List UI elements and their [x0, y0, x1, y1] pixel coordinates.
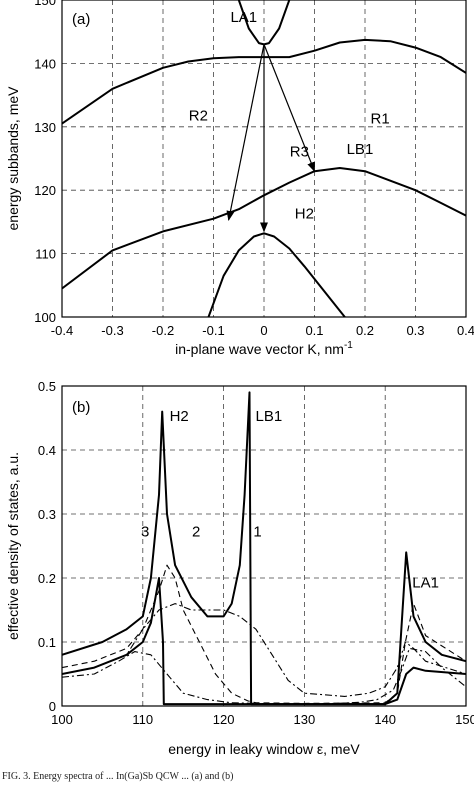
panel-a-chart: -0.4 -0.3 -0.2 -0.1 0 0.1 0.2 0.3 0.4 100 110 120 13… [5, 0, 474, 357]
x-tick-label: 110 [132, 712, 153, 727]
panel-a-x-unit-superscript: -1 [344, 340, 353, 351]
panel-a-series-group [62, 0, 466, 317]
panel-a-arrows [226, 44, 316, 233]
panel-a-frame [61, 0, 467, 318]
x-tick-label: 0.2 [356, 323, 374, 338]
annotation-label: 1 [253, 523, 261, 540]
annotation-label: H2 [170, 408, 189, 425]
panel-a-x-axis-label: in-plane wave vector K, nm-1 [175, 340, 353, 357]
x-tick-label: 100 [51, 712, 73, 727]
panel-a-tick-labels: -0.4 -0.3 -0.2 -0.1 0 0.1 0.2 0.3 0.4 100 110 120 13… [34, 0, 474, 338]
y-tick-label: 0.3 [38, 507, 56, 522]
x-tick-label: 130 [294, 712, 316, 727]
x-tick-label: 0.3 [406, 323, 424, 338]
series-line [207, 232, 347, 317]
annotation-label: 2 [192, 523, 200, 540]
panel-b-annotations: H2 LB1 LA1 3 2 1 [141, 408, 439, 591]
transition-arrow [226, 44, 265, 221]
x-tick-label: 0.4 [457, 323, 474, 338]
panel-b-label: (b) [72, 399, 90, 416]
annotation-label: R2 [189, 107, 208, 124]
panel-b-chart: 100 110 120 130 140 150 0 0.1 0.2 0.3 0.4 0.5 H2 LB1… [5, 379, 474, 757]
y-tick-label: 150 [34, 0, 56, 8]
x-tick-label: 120 [213, 712, 235, 727]
panel-a-grid [62, 0, 466, 317]
x-tick-label: 0 [260, 323, 267, 338]
annotation-label: R3 [290, 144, 309, 161]
x-tick-label: 150 [455, 712, 474, 727]
y-tick-label: 0.5 [38, 379, 56, 394]
annotation-label: LA1 [230, 9, 257, 26]
series-line [62, 167, 466, 290]
y-tick-label: 0.2 [38, 571, 56, 586]
annotation-label: LA1 [412, 575, 439, 592]
annotation-label: H2 [295, 206, 314, 223]
annotation-label: 3 [141, 523, 149, 540]
y-tick-label: 130 [34, 120, 56, 135]
annotation-label: R1 [371, 111, 390, 128]
y-tick-label: 120 [34, 183, 56, 198]
y-tick-label: 0 [49, 699, 56, 714]
x-tick-label: -0.3 [101, 323, 123, 338]
panel-a-annotations: LA1 R2 R1 R3 LB1 H2 [189, 9, 390, 223]
panel-b-grid [62, 386, 466, 706]
y-tick-label: 0.1 [38, 635, 56, 650]
panel-b-tick-labels: 100 110 120 130 140 150 0 0.1 0.2 0.3 0.4 0.5 [38, 379, 474, 727]
series-line [62, 38, 466, 125]
x-tick-label: -0.4 [51, 323, 73, 338]
x-tick-label: -0.1 [202, 323, 224, 338]
series-line [62, 564, 466, 704]
panel-b-y-axis-label: effective density of states, a.u. [5, 452, 21, 640]
annotation-label: LB1 [255, 408, 282, 425]
series-line [62, 391, 466, 706]
x-tick-label: 0.1 [305, 323, 323, 338]
annotation-label: LB1 [347, 141, 374, 158]
panel-a-y-axis-label: energy subbands, meV [5, 86, 21, 231]
series-line [62, 577, 466, 706]
y-tick-label: 110 [35, 247, 56, 262]
panel-b-x-axis-label: energy in leaky window ε, meV [168, 741, 360, 757]
y-tick-label: 140 [34, 56, 56, 71]
transition-arrow [263, 44, 316, 173]
panel-a-label: (a) [72, 11, 90, 28]
figure-caption: FIG. 3. Energy spectra of ... In(Ga)Sb Q… [2, 771, 234, 782]
panel-b-series-group [62, 391, 466, 706]
y-tick-label: 100 [34, 310, 56, 325]
y-tick-label: 0.4 [38, 443, 56, 458]
panel-b-frame [61, 385, 467, 707]
x-tick-label: -0.2 [152, 323, 174, 338]
x-tick-label: 140 [374, 712, 396, 727]
